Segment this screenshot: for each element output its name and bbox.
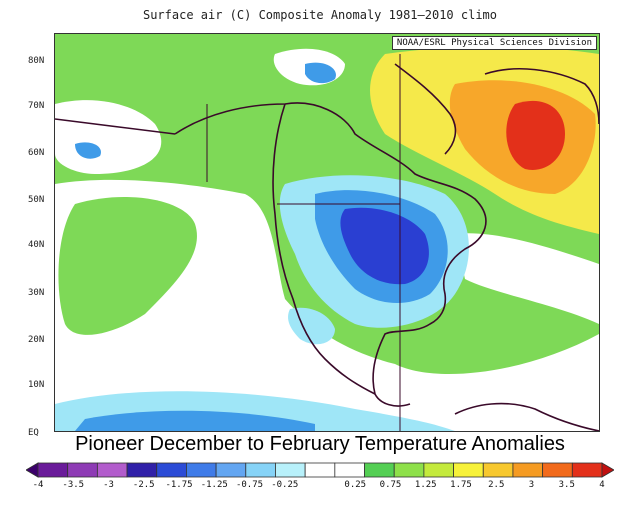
coastline [55,63,599,431]
latitude-label: 50N [28,195,45,205]
colorbar-swatch [37,462,69,478]
cold-anomaly-region [340,207,429,285]
colorbar-swatch [126,462,158,478]
colorbar-swatch [512,462,544,478]
anomaly-map-svg [55,34,599,431]
latitude-label: 20N [28,335,45,345]
neutral-region [455,233,599,324]
colorbar-swatch [275,462,306,478]
colorbar-level-label: 2.5 [488,480,505,490]
colorbar-swatch [245,462,276,478]
cold-anomaly-region [75,410,315,431]
colorbar-level-label: 0.75 [379,480,402,490]
colorbar-swatch [215,462,247,478]
cold-anomaly-region [305,62,336,84]
latitude-label: 40N [28,240,45,250]
colorbar-level-label: 3 [528,480,535,490]
colorbar-swatch [304,462,336,478]
colorbar-level-label: -3 [103,480,114,490]
colorbar-level-label: -2.5 [132,480,155,490]
colorbar-level-label: 0.25 [344,480,367,490]
colorbar-level-label: 1.25 [414,480,437,490]
colorbar-level-label: -0.75 [235,480,264,490]
colorbar-level-label: -0.25 [271,480,299,490]
colorbar-level-label: 1.75 [450,480,472,490]
latitude-label: 70N [28,101,45,111]
colorbar-level-label: -1.75 [165,480,193,490]
colorbar-level-label: -1.25 [200,480,228,490]
colorbar-level-label: 4 [599,480,605,490]
credit-label: NOAA/ESRL Physical Sciences Division [391,36,597,50]
colorbar-swatch [482,462,514,478]
colorbar-level-label: -3.5 [62,480,85,490]
borders [206,54,401,431]
colorbar-swatch [156,462,187,478]
cold-anomaly-region [75,142,101,159]
latitude-label: 10N [28,380,45,390]
hot-anomaly-region [506,100,565,170]
colorbar-swatch [67,462,98,478]
colorbar-swatch [96,462,128,478]
anomaly-map: NOAA/ESRL Physical Sciences Division [54,33,600,432]
caption: Pioneer December to February Temperature… [75,433,565,455]
colorbar-level-label: -4 [32,480,44,490]
colorbar-swatch [542,462,573,478]
colorbar-swatch [26,462,39,478]
colorbar-swatch [423,462,454,478]
colorbar-swatch [453,462,484,478]
colorbar [26,462,614,478]
colorbar-swatch [186,462,217,478]
colorbar-swatch [364,462,395,478]
cold-anomaly-region [288,307,335,345]
colorbar-swatch [571,462,603,478]
colorbar-level-label: 3.5 [558,480,575,490]
latitude-label: 60N [28,148,45,158]
latitude-label: 80N [28,56,45,66]
colorbar-labels: -4 -3.5 -3 -2.5 -1.75 -1.25 -0.75 -0.25 0.25 0.75… [26,480,614,494]
colorbar-swatch [393,462,425,478]
colorbar-swatch [601,462,614,478]
colorbar-swatch [334,462,365,478]
green-anomaly-region [58,196,197,335]
latitude-label: 30N [28,288,45,298]
map-title: Surface air (C) Composite Anomaly 1981–2… [142,8,497,22]
latitude-label: EQ [28,428,39,438]
